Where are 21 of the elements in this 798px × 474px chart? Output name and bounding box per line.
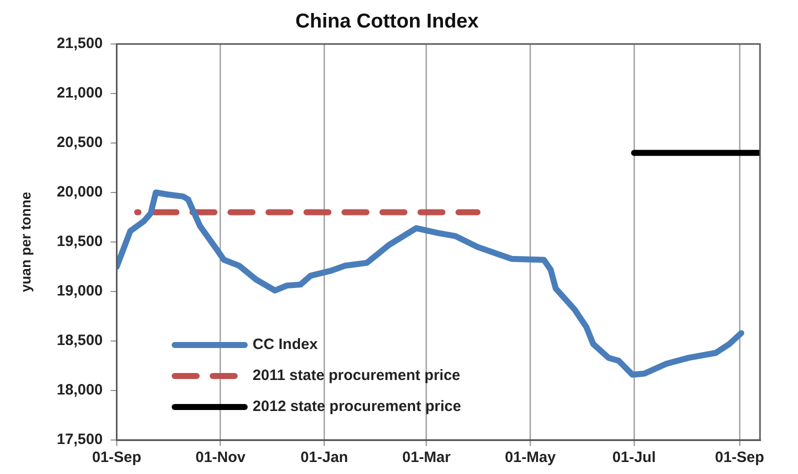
- x-tick-label: 01-Jul: [612, 449, 656, 466]
- y-tick-label: 18,000: [56, 382, 103, 399]
- y-tick-label: 21,000: [56, 84, 103, 102]
- legend-label: CC Index: [252, 336, 318, 354]
- y-tick-label: 17,500: [56, 431, 103, 448]
- x-tick-label: 01-Mar: [402, 449, 451, 466]
- y-tick-label: 19,500: [56, 233, 103, 250]
- x-tick-label: 01-Sep: [714, 449, 764, 466]
- legend-label: 2011 state procurement price: [252, 367, 460, 384]
- y-tick-label: 21,500: [56, 35, 103, 52]
- y-axis-title: yuan per tonne: [17, 192, 34, 292]
- legend-label: 2012 state procurement price: [252, 398, 462, 416]
- chart-title: China Cotton Index: [295, 10, 479, 33]
- y-tick-label: 18,500: [56, 332, 103, 350]
- x-tick-label: 01-May: [504, 449, 556, 466]
- y-tick-label: 20,500: [56, 134, 103, 152]
- x-tick-label: 01-Sep: [92, 449, 142, 466]
- y-tick-label: 20,000: [56, 184, 103, 201]
- x-tick-label: 01-Nov: [195, 449, 246, 466]
- x-tick-label: 01-Jan: [300, 449, 348, 466]
- y-tick-label: 19,000: [56, 282, 103, 300]
